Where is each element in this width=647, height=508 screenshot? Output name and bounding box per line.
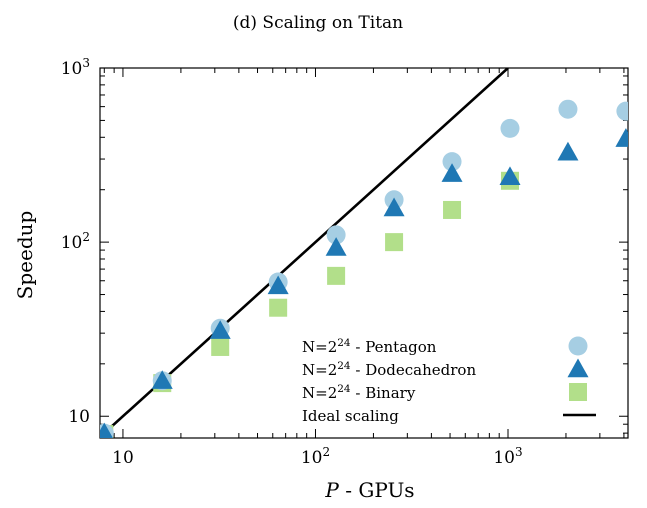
chart-title: (d) Scaling on Titan	[233, 13, 403, 33]
data-point-square	[385, 233, 403, 251]
data-point-square	[211, 338, 229, 356]
y-tick-label: 102	[61, 230, 90, 253]
legend-label: N=224 - Pentagon	[302, 337, 437, 356]
plot-frame	[100, 68, 628, 438]
axis-ticks	[100, 68, 628, 438]
x-tick-label: 10	[112, 448, 134, 468]
data-point-circle	[616, 102, 635, 121]
legend: N=224 - Pentagon N=224 - Dodecahedron N=22…	[302, 337, 596, 426]
x-axis-label: P - GPUs	[324, 478, 414, 502]
legend-marker-square	[569, 383, 587, 401]
y-axis-label: Speedup	[13, 211, 37, 300]
x-tick-label: 103	[493, 445, 522, 468]
data-point-square	[443, 201, 461, 219]
legend-label: N=224 - Dodecahedron	[302, 360, 476, 379]
data-point-square	[269, 299, 287, 317]
data-point-triangle	[615, 128, 636, 147]
y-tick-label: 103	[61, 56, 90, 79]
legend-marker-circle	[569, 337, 588, 356]
data-point-circle	[558, 100, 577, 119]
x-tick-label: 102	[301, 445, 330, 468]
legend-marker-triangle	[568, 359, 589, 378]
legend-label: N=224 - Binary	[302, 383, 416, 402]
data-point-square	[327, 267, 345, 285]
data-point-triangle	[557, 142, 578, 161]
data-point-circle	[500, 119, 519, 138]
legend-label: Ideal scaling	[302, 407, 399, 425]
y-tick-label: 10	[68, 407, 90, 427]
